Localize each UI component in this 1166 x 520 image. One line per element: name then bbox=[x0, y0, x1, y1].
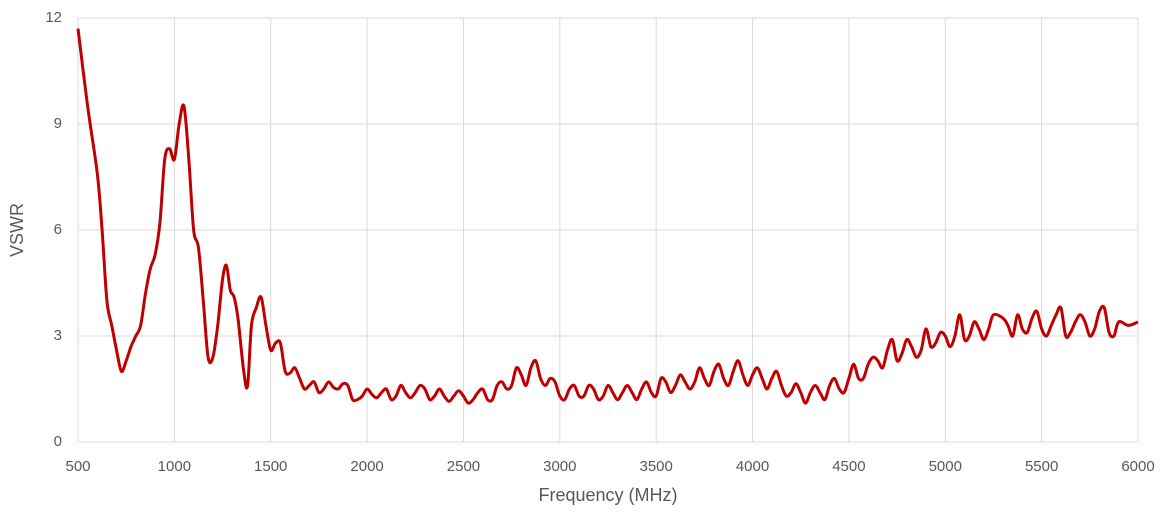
x-tick-label: 3500 bbox=[639, 458, 672, 475]
x-tick-label: 5500 bbox=[1025, 458, 1058, 475]
y-tick-label: 9 bbox=[54, 115, 62, 132]
y-tick-label: 6 bbox=[54, 221, 62, 238]
y-axis-label: VSWR bbox=[7, 203, 27, 257]
x-tick-label: 2000 bbox=[350, 458, 383, 475]
y-tick-label: 12 bbox=[45, 9, 62, 26]
x-tick-label: 2500 bbox=[447, 458, 480, 475]
x-tick-label: 6000 bbox=[1121, 458, 1154, 475]
x-tick-label: 5000 bbox=[929, 458, 962, 475]
y-tick-label: 0 bbox=[54, 433, 62, 450]
x-axis-label: Frequency (MHz) bbox=[538, 485, 677, 505]
x-tick-label: 1500 bbox=[254, 458, 287, 475]
x-tick-label: 500 bbox=[65, 458, 90, 475]
data-line bbox=[76, 28, 1139, 405]
x-tick-label: 4000 bbox=[736, 458, 769, 475]
x-tick-label: 1000 bbox=[158, 458, 191, 475]
x-tick-label: 4500 bbox=[832, 458, 865, 475]
y-tick-label: 3 bbox=[54, 327, 62, 344]
x-tick-label: 3000 bbox=[543, 458, 576, 475]
